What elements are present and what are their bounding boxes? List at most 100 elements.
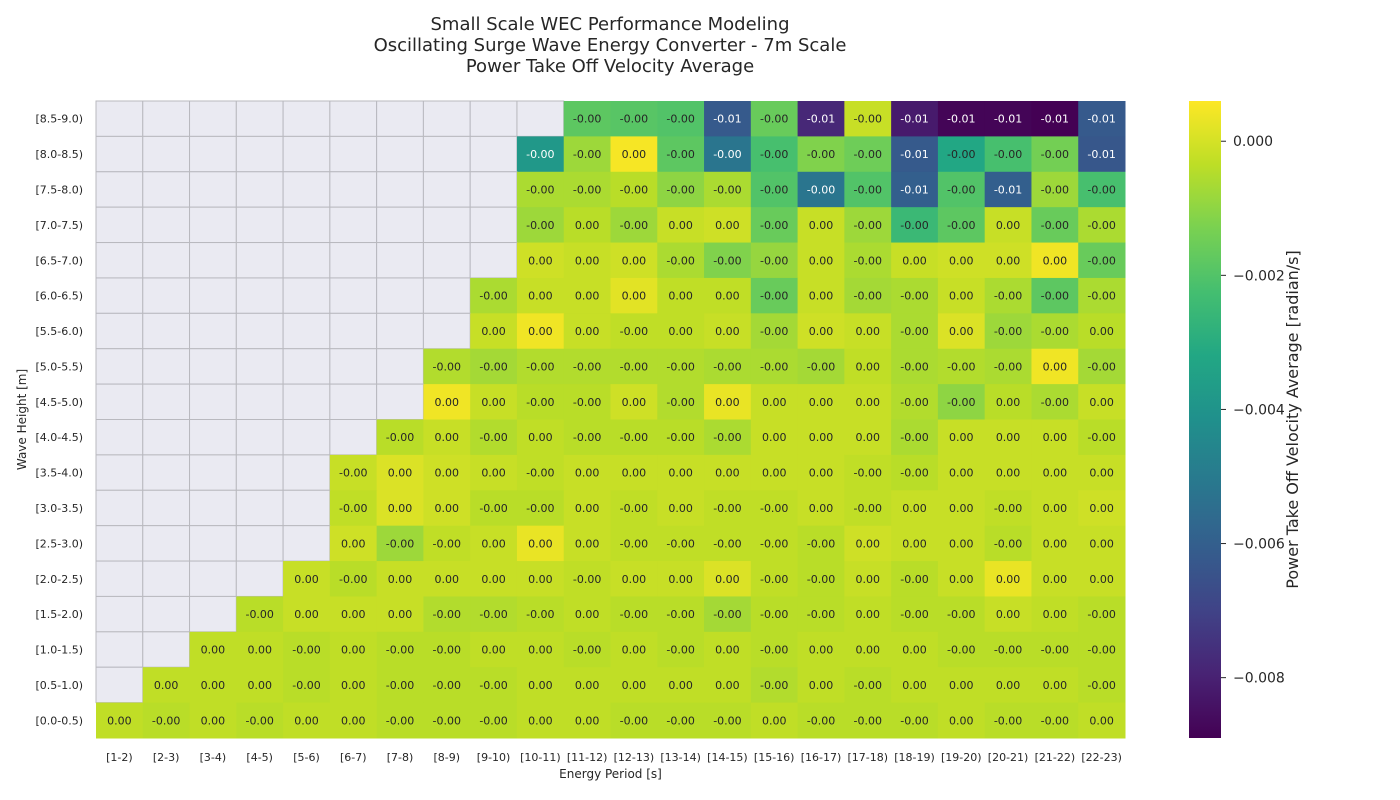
heatmap-empty-cell <box>422 242 471 279</box>
heatmap-cell-label: 0.00 <box>575 714 600 727</box>
heatmap-cell-label: -0.00 <box>1087 360 1115 373</box>
heatmap-cell <box>610 313 658 350</box>
chart-title-line-2: Oscillating Surge Wave Energy Converter … <box>373 35 847 56</box>
heatmap-cell <box>423 596 471 633</box>
heatmap-empty-cell <box>142 312 191 350</box>
heatmap-cell-label: -0.00 <box>760 148 788 161</box>
heatmap-cell <box>937 101 986 137</box>
heatmap-cell-label: 0.00 <box>341 714 366 727</box>
heatmap-cell-label: 0.00 <box>107 714 132 727</box>
heatmap-empty-cell <box>235 348 284 385</box>
heatmap-cell-label: -0.00 <box>900 290 928 303</box>
heatmap-cell <box>516 561 565 597</box>
heatmap-cell <box>470 596 518 633</box>
heatmap-cell <box>283 561 331 597</box>
heatmap-cell <box>797 277 845 314</box>
heatmap-cell <box>423 490 471 527</box>
heatmap-empty-cell <box>95 560 144 597</box>
heatmap-cell-label: -0.00 <box>479 679 507 692</box>
heatmap-cell-label: -0.00 <box>994 325 1022 338</box>
heatmap-cell-label: -0.00 <box>620 608 648 621</box>
heatmap-cell-label: -0.00 <box>526 396 554 409</box>
heatmap-cell <box>423 384 471 420</box>
heatmap-cell-label: -0.00 <box>620 219 648 232</box>
heatmap-cell <box>797 454 845 491</box>
heatmap-cell <box>1078 561 1126 597</box>
heatmap-cell-label: -0.00 <box>666 113 694 126</box>
heatmap-cell-label: -0.00 <box>1041 183 1069 196</box>
heatmap-cell-label: 0.00 <box>388 573 413 586</box>
heatmap-cell <box>423 454 471 491</box>
heatmap-cell-label: 0.00 <box>668 325 693 338</box>
heatmap-cell-label: 0.00 <box>996 254 1021 267</box>
heatmap-cell-label: -0.00 <box>854 290 882 303</box>
x-tick-label: [2-3) <box>153 751 180 764</box>
heatmap-empty-cell <box>422 312 471 350</box>
heatmap-cell <box>1078 348 1126 385</box>
heatmap-cell <box>1031 384 1079 420</box>
heatmap-cell-label: -0.00 <box>854 219 882 232</box>
heatmap-cell <box>704 277 752 314</box>
heatmap-cell-label: -0.00 <box>713 608 741 621</box>
heatmap-cell-label: -0.00 <box>666 254 694 267</box>
heatmap-empty-cell <box>469 242 518 279</box>
heatmap-cell <box>704 596 752 633</box>
heatmap-cell-label: -0.00 <box>386 644 414 657</box>
heatmap-cell-label: -0.00 <box>666 360 694 373</box>
heatmap-cell <box>937 561 986 597</box>
heatmap-cell-label: -0.00 <box>620 431 648 444</box>
heatmap-empty-cell <box>376 383 424 421</box>
heatmap-cell <box>1031 631 1079 668</box>
heatmap-cell-label: -0.00 <box>433 714 461 727</box>
y-tick-label: [0.0-0.5) <box>35 714 83 727</box>
heatmap-empty-cell <box>329 277 378 314</box>
heatmap-cell-label: -0.00 <box>339 573 367 586</box>
y-tick-label: [4.0-4.5) <box>35 431 83 444</box>
heatmap-cell <box>797 136 845 173</box>
heatmap-cell <box>563 490 611 527</box>
heatmap-cell-label: -0.00 <box>947 183 975 196</box>
heatmap-cell <box>470 702 518 739</box>
heatmap-cell <box>423 348 471 385</box>
heatmap-cell-label: 0.00 <box>247 644 272 657</box>
heatmap-empty-cell <box>329 171 378 208</box>
heatmap-cell <box>750 419 799 456</box>
heatmap-cell <box>984 348 1032 385</box>
heatmap-empty-cell <box>516 100 565 137</box>
heatmap-cell <box>657 702 705 739</box>
heatmap-cell <box>96 702 144 739</box>
heatmap-cell <box>329 667 378 704</box>
heatmap-cell <box>1031 171 1079 208</box>
heatmap-cell-label: 0.00 <box>762 714 787 727</box>
heatmap-cell-label: 0.00 <box>435 396 460 409</box>
heatmap-cell-label: -0.00 <box>760 360 788 373</box>
heatmap-empty-cell <box>376 100 424 137</box>
heatmap-cell <box>704 384 752 420</box>
heatmap-cell <box>704 207 752 244</box>
heatmap-cell <box>142 667 191 704</box>
x-tick-label: [7-8) <box>387 751 414 764</box>
heatmap-empty-cell <box>422 171 471 208</box>
heatmap-cell <box>657 207 705 244</box>
heatmap-cell <box>516 277 565 314</box>
heatmap-cell <box>1031 667 1079 704</box>
heatmap-empty-cell <box>189 171 237 208</box>
heatmap-cell <box>189 667 237 704</box>
heatmap-cell-label: -0.00 <box>666 644 694 657</box>
heatmap-empty-cell <box>235 383 284 421</box>
heatmap-cell-label: -0.00 <box>479 502 507 515</box>
heatmap-empty-cell <box>282 489 331 527</box>
heatmap-cell-label: -0.00 <box>760 219 788 232</box>
heatmap-cell-label: -0.00 <box>713 183 741 196</box>
heatmap-cell-label: 0.00 <box>668 502 693 515</box>
heatmap-cell-label: 0.00 <box>341 644 366 657</box>
heatmap-cell-label: -0.00 <box>1087 254 1115 267</box>
x-tick-label: [15-16) <box>754 751 795 764</box>
heatmap-cell <box>704 313 752 350</box>
heatmap-cell-label: -0.01 <box>994 113 1022 126</box>
heatmap-empty-cell <box>189 277 237 314</box>
heatmap-empty-cell <box>95 100 144 137</box>
heatmap-cell-label: 0.00 <box>1043 573 1068 586</box>
heatmap-cell <box>891 419 939 456</box>
heatmap-cell-label: -0.00 <box>386 714 414 727</box>
